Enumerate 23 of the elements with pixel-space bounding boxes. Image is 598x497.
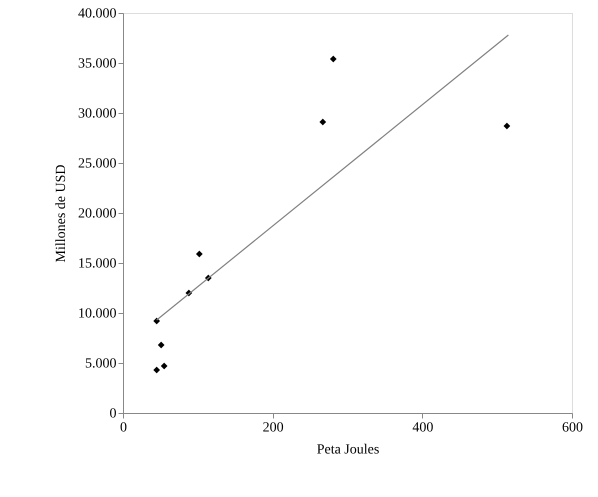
x-tick-label: 0 bbox=[120, 420, 127, 436]
y-axis-title: Millones de USD bbox=[54, 164, 69, 262]
y-tick-label: 0 bbox=[110, 406, 116, 422]
y-tick-label: 10.000 bbox=[78, 306, 116, 322]
point bbox=[158, 342, 165, 348]
x-tick-label: 600 bbox=[562, 420, 583, 436]
y-tick-label: 25.000 bbox=[78, 156, 116, 172]
y-tick-label: 5.000 bbox=[85, 356, 116, 372]
y-tick-label: 15.000 bbox=[78, 256, 116, 272]
point bbox=[319, 118, 326, 126]
point bbox=[153, 366, 160, 374]
point bbox=[160, 362, 168, 370]
point bbox=[504, 122, 510, 130]
y-tick-label: 30.000 bbox=[78, 106, 116, 122]
y-tick-label: 40.000 bbox=[78, 6, 116, 22]
y-tick-label: 35.000 bbox=[78, 56, 116, 72]
x-tick-label: 200 bbox=[262, 420, 284, 436]
x-axis-title: Peta Joules bbox=[316, 442, 380, 458]
y-tick-label: 20.000 bbox=[78, 206, 116, 222]
point bbox=[153, 318, 160, 324]
point bbox=[330, 56, 337, 62]
x-tick-label: 400 bbox=[412, 420, 434, 436]
point bbox=[196, 250, 203, 258]
